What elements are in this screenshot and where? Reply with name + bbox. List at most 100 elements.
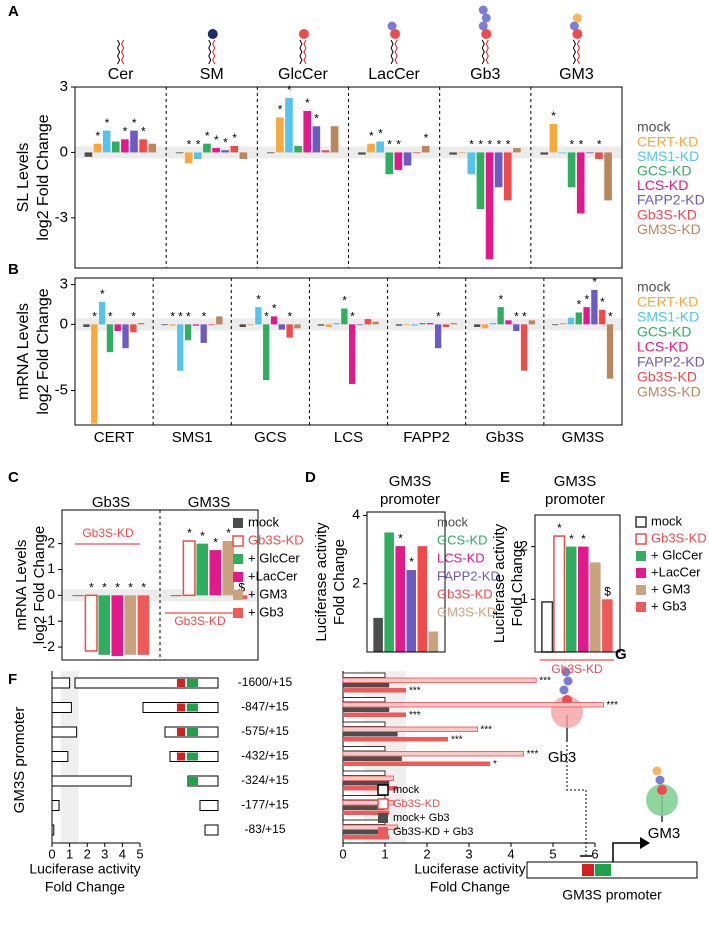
x-tick-label: 4	[507, 846, 514, 861]
significance-mark: *	[570, 138, 575, 152]
bar	[449, 152, 457, 155]
bar	[342, 824, 398, 830]
lipid-tail	[121, 39, 125, 65]
y-axis-label: log2 Fold Change	[31, 526, 48, 644]
legend-swatch	[636, 551, 646, 561]
sugar	[481, 29, 492, 39]
lipid-tail	[212, 39, 216, 65]
bar	[343, 761, 490, 766]
bar	[417, 546, 428, 652]
legend-label: + GlcCer	[651, 547, 703, 562]
bar	[51, 702, 72, 713]
bar	[184, 152, 193, 164]
bar	[212, 148, 220, 153]
bar	[489, 323, 496, 325]
panel-letter: G	[615, 646, 627, 663]
bar	[358, 152, 366, 155]
bar	[111, 141, 120, 153]
legend-label: GCS-KD	[437, 532, 488, 547]
legend-swatch	[233, 590, 243, 600]
bar	[342, 800, 394, 806]
legend-label: mock	[248, 514, 280, 529]
significance-mark: ***	[606, 700, 618, 711]
significance-mark: *	[600, 295, 605, 309]
bar	[270, 316, 278, 325]
bar	[124, 595, 137, 655]
bar	[255, 307, 262, 325]
category-label: GCS	[254, 429, 287, 446]
bar	[343, 707, 390, 712]
bar	[412, 152, 421, 154]
bar	[196, 543, 208, 596]
bar	[84, 594, 98, 652]
y-tick-label: 0	[60, 315, 68, 332]
y-axis-label: mRNA Levels	[15, 303, 32, 400]
significance-mark: *	[514, 310, 519, 324]
bar	[342, 697, 386, 703]
category-label: -575/+15	[241, 724, 289, 738]
lipid-tail	[485, 39, 489, 65]
bar	[558, 152, 567, 154]
category-label: -847/+15	[241, 700, 289, 714]
bar	[342, 677, 537, 683]
chart-title: promoter	[545, 491, 605, 508]
promoter-element	[177, 728, 185, 736]
bar	[343, 830, 385, 835]
significance-mark: *	[226, 526, 231, 540]
bar	[552, 324, 559, 326]
legend-label: mock	[393, 784, 420, 796]
significance-mark: *	[369, 129, 374, 143]
bar	[427, 323, 434, 325]
bar	[497, 307, 504, 325]
bar	[528, 320, 536, 325]
y-axis-label: Luciferase activity	[313, 522, 330, 642]
legend-swatch	[636, 602, 646, 612]
significance-mark: *	[557, 521, 562, 535]
bar	[130, 324, 137, 333]
bar	[364, 319, 371, 325]
category-label: LCS	[334, 429, 363, 446]
plot-frame	[61, 509, 259, 661]
plot-frame	[366, 511, 446, 653]
bar	[51, 800, 60, 811]
bar	[385, 152, 394, 175]
bar	[541, 601, 554, 653]
significance-mark: *	[551, 109, 556, 123]
significance-mark: *	[577, 298, 582, 312]
legend-label: GM3S-KD	[637, 221, 701, 237]
panel-letter: A	[8, 3, 19, 20]
y-tick-label: 0	[60, 143, 68, 160]
legend-label: Gb3S-KD	[248, 532, 304, 547]
y-tick-label: 3	[60, 78, 68, 95]
bar	[148, 143, 157, 153]
legend-label: LCS-KD	[637, 339, 688, 355]
bar	[239, 152, 248, 159]
bar	[513, 148, 521, 153]
bar	[403, 152, 412, 166]
significance-mark: *	[223, 135, 228, 149]
bar	[266, 152, 275, 154]
bar	[114, 324, 121, 331]
plot-frame	[74, 277, 623, 426]
significance-mark: *	[584, 292, 589, 306]
x-axis-label: Fold Change	[430, 879, 510, 895]
bar	[285, 97, 293, 153]
bar	[230, 145, 239, 153]
significance-mark: *	[123, 125, 128, 139]
category-label: CERT	[94, 429, 135, 446]
bar	[428, 631, 439, 652]
significance-mark: ***	[480, 725, 492, 736]
bar	[106, 324, 114, 353]
legend-label: + GM3	[248, 586, 287, 601]
significance-mark: *	[141, 581, 146, 595]
bar	[286, 324, 293, 338]
sugar	[478, 5, 488, 15]
significance-mark: *	[469, 138, 474, 152]
significance-mark: *	[608, 310, 613, 324]
significance-mark: *	[278, 103, 283, 117]
significance-mark: *	[436, 310, 441, 324]
bar	[565, 546, 577, 652]
bar	[342, 775, 394, 781]
significance-mark: *	[102, 581, 107, 595]
